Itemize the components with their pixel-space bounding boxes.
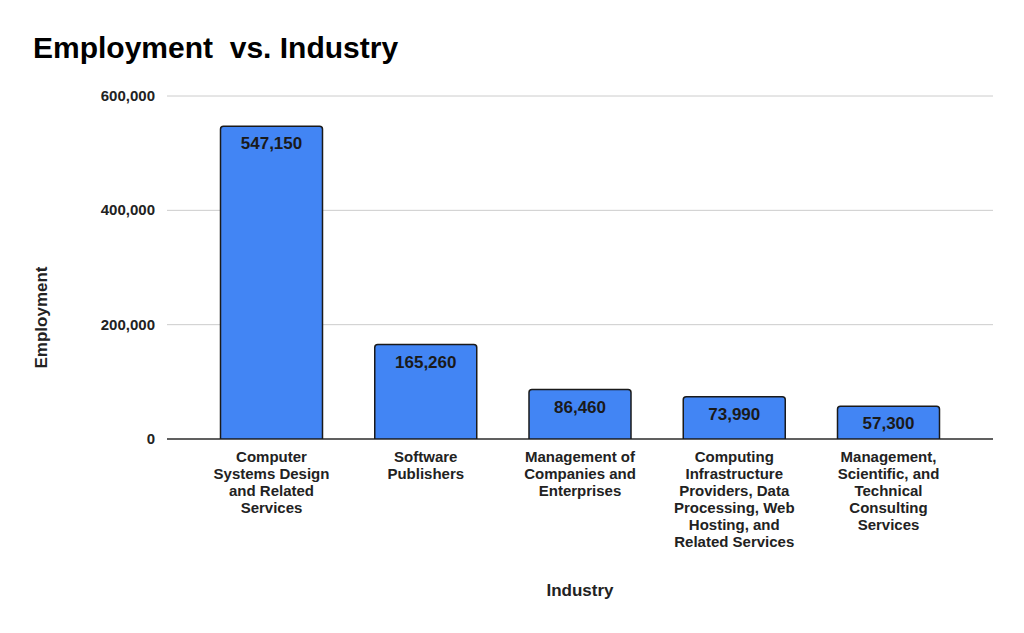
category-line: Hosting, and	[689, 516, 780, 533]
data-label: 57,300	[863, 414, 915, 433]
data-label: 73,990	[708, 405, 760, 424]
tick-label: 400,000	[101, 201, 155, 218]
category-label: ComputingInfrastructureProviders, DataPr…	[674, 448, 795, 550]
tick-label: 600,000	[101, 87, 155, 104]
category-line: Enterprises	[539, 482, 622, 499]
grid-line	[167, 96, 993, 97]
category-label: SoftwarePublishers	[387, 448, 464, 482]
x-axis-title: Industry	[546, 581, 614, 600]
category-line: Related Services	[674, 533, 794, 550]
chart: Employment vs. Industry 0 200,000 400,000 60…	[0, 0, 1024, 633]
category-line: Processing, Web	[674, 499, 795, 516]
category-label: Management,Scientific, andTechnicalConsu…	[838, 448, 940, 533]
bar	[838, 406, 940, 439]
category-line: Management of	[525, 448, 636, 465]
category-line: Scientific, and	[838, 465, 940, 482]
bar	[683, 397, 785, 439]
category-line: Services	[241, 499, 303, 516]
y-axis-title: Employment	[32, 266, 51, 368]
bar	[375, 345, 477, 439]
category-line: and Related	[229, 482, 314, 499]
category-line: Publishers	[387, 465, 464, 482]
bar	[529, 390, 631, 439]
tick-label: 0	[147, 430, 155, 447]
background	[0, 0, 1024, 633]
category-line: Providers, Data	[679, 482, 790, 499]
data-label: 86,460	[554, 398, 606, 417]
category-line: Computing	[695, 448, 774, 465]
title: Employment vs. Industry	[33, 31, 398, 64]
category-line: Systems Design	[214, 465, 330, 482]
bars	[221, 126, 940, 439]
data-label: 547,150	[241, 134, 302, 153]
category-line: Management,	[841, 448, 937, 465]
category-line: Software	[394, 448, 457, 465]
labels: 547,150 ComputerSystems Designand Related…	[214, 134, 940, 550]
tick-label: 200,000	[101, 316, 155, 333]
bar	[221, 126, 323, 439]
category-label: Management ofCompanies andEnterprises	[524, 448, 636, 499]
category-line: Computer	[236, 448, 307, 465]
category-label: ComputerSystems Designand RelatedService…	[214, 448, 330, 516]
category-line: Technical	[854, 482, 922, 499]
category-line: Services	[858, 516, 920, 533]
category-line: Companies and	[524, 465, 636, 482]
category-line: Infrastructure	[685, 465, 783, 482]
data-label: 165,260	[395, 353, 456, 372]
category-line: Consulting	[849, 499, 927, 516]
